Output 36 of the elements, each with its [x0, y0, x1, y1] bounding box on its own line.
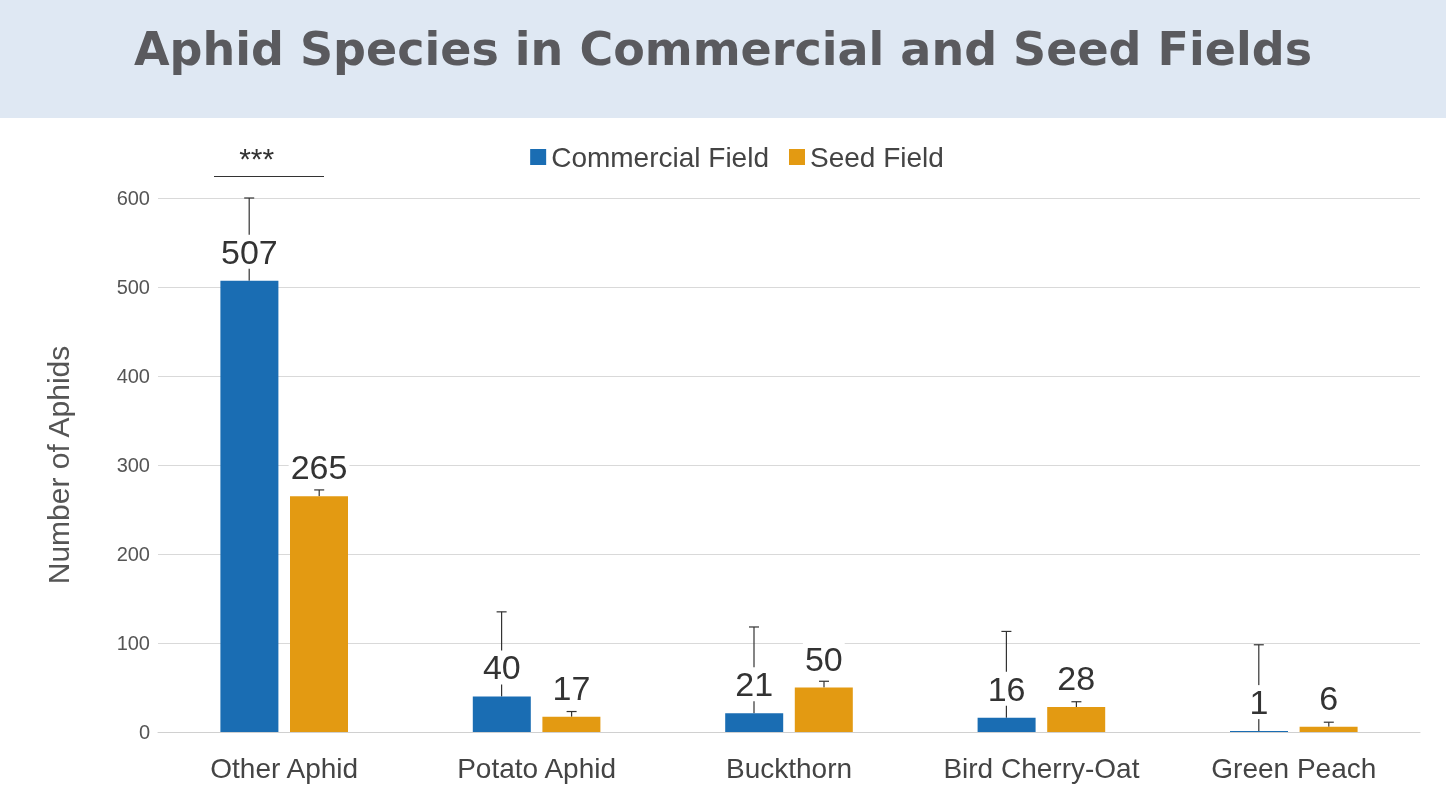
y-tick-label: 600 — [116, 187, 150, 209]
legend-label: Commercial Field — [551, 141, 769, 173]
bar — [725, 713, 784, 732]
bar — [794, 687, 853, 732]
y-axis-title: Number of Aphids — [41, 345, 75, 585]
data-label: 507 — [221, 232, 278, 271]
x-tick-label: Bird Cherry-Oat — [943, 752, 1140, 784]
y-tick-label: 300 — [116, 454, 150, 476]
data-label: 6 — [1319, 678, 1339, 717]
y-tick-label: 200 — [116, 543, 150, 565]
chart-title: Aphid Species in Commercial and Seed Fields — [133, 22, 1313, 76]
bar — [220, 280, 279, 732]
bar — [472, 696, 531, 732]
y-tick-label: 500 — [116, 276, 150, 298]
data-label: 21 — [735, 665, 774, 704]
y-tick-label: 100 — [116, 632, 150, 654]
data-label: 40 — [482, 648, 521, 687]
bar — [1047, 707, 1106, 732]
x-tick-label: Potato Aphid — [457, 752, 617, 784]
bar — [1299, 726, 1358, 732]
x-tick-label: Other Aphid — [210, 752, 359, 784]
bar — [977, 717, 1036, 732]
x-tick-label: Buckthorn — [725, 752, 853, 784]
data-label: 50 — [804, 639, 843, 678]
data-label: 265 — [290, 448, 348, 487]
legend-label: Seed Field — [809, 141, 944, 173]
data-label: 28 — [1057, 659, 1096, 698]
y-tick-label: 400 — [116, 365, 150, 387]
text: *** — [239, 141, 275, 175]
data-label: 16 — [987, 669, 1026, 708]
y-tick-label: 0 — [138, 721, 150, 743]
x-tick-label: Green Peach — [1211, 752, 1377, 784]
bar — [290, 496, 348, 732]
bar — [542, 716, 601, 732]
data-label: 17 — [552, 668, 591, 707]
data-label: 1 — [1249, 683, 1269, 722]
